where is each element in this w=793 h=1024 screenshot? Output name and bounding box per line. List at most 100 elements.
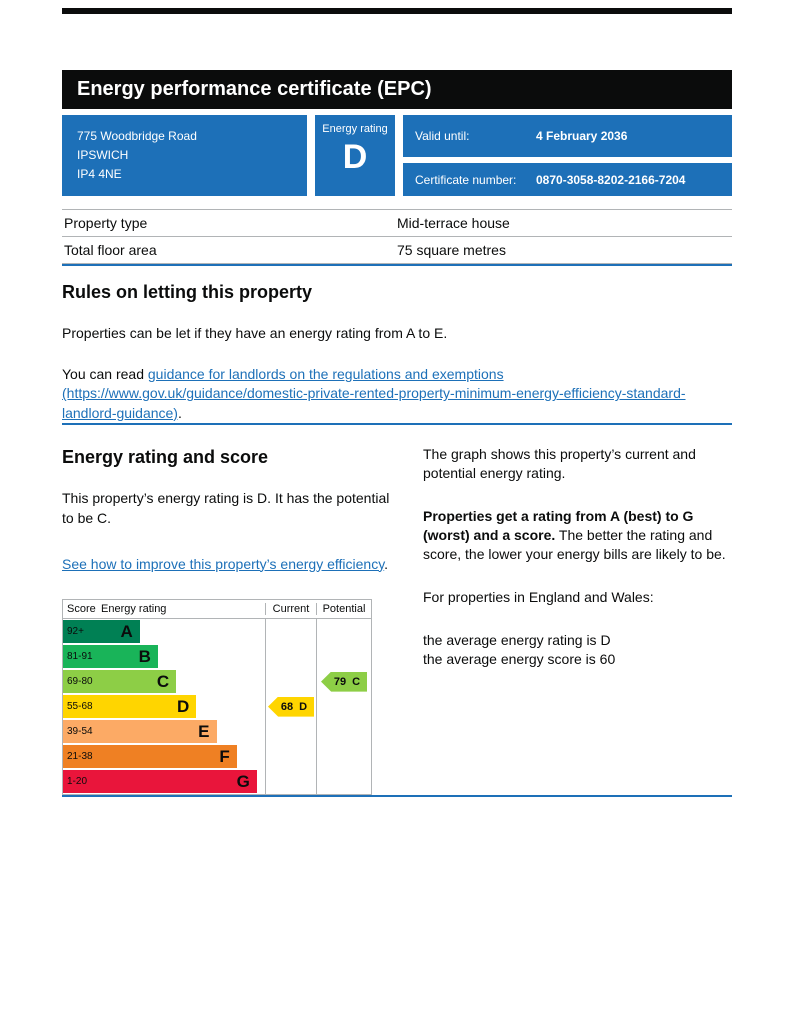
epc-document: Energy performance certificate (EPC) 775… — [62, 0, 732, 1017]
band-bar-E: 39-54 E — [63, 720, 217, 744]
band-score-label: 21-38 — [67, 751, 93, 763]
property-type-value: Mid-terrace house — [397, 215, 510, 231]
valid-until-value: 4 February 2036 — [536, 129, 628, 143]
improve-efficiency-link[interactable]: See how to improve this property’s energ… — [62, 555, 385, 572]
current-column-header: Current — [265, 603, 316, 616]
current-rating-marker: 68 D — [268, 696, 314, 717]
landlord-guidance-link[interactable]: guidance for landlords on the regulation… — [62, 365, 686, 421]
rating-right-column: The graph shows this property’s current … — [423, 445, 731, 795]
epc-band-row: 69-80 C 79 C — [63, 669, 371, 695]
epc-chart-header: Score Energy rating Current Potential — [63, 600, 371, 620]
chart-header-band-columns: Score Energy rating — [63, 603, 265, 615]
current-cell: 68 D — [265, 694, 316, 720]
score-column-header: Score — [67, 603, 96, 616]
potential-rating-marker: 79 C — [321, 671, 367, 692]
address-line: IPSWICH — [77, 148, 129, 163]
average-score-text: the average energy score is 60 — [423, 650, 616, 667]
band-letter: B — [138, 646, 151, 666]
section-divider — [62, 795, 732, 798]
floor-area-value: 75 square metres — [397, 242, 506, 258]
rating-summary-text: This property’s energy rating is D. It h… — [62, 490, 390, 526]
band-letter: G — [236, 771, 250, 791]
energy-rating-value: D — [342, 138, 368, 176]
rating-explanation-text: Properties get a rating from A (best) to… — [423, 507, 731, 564]
band-column: 55-68 D — [63, 694, 265, 719]
current-cell — [265, 669, 316, 695]
improve-link-block: See how to improve this property’s energ… — [62, 555, 402, 575]
certificate-number-value: 0870-3058-8202-2166-7204 — [536, 172, 686, 187]
certificate-info-boxes: Valid until: 4 February 2036 Certificate… — [403, 115, 732, 196]
valid-until-label: Valid until: — [415, 129, 470, 143]
epc-band-row: 21-38 F — [63, 744, 371, 770]
band-letter: A — [120, 621, 133, 641]
band-column: 1-20 G — [63, 769, 265, 794]
floor-area-label: Total floor area — [64, 242, 157, 258]
band-letter: F — [219, 746, 230, 766]
band-letter: D — [177, 696, 190, 716]
potential-cell — [316, 744, 371, 770]
rules-paragraph-1: Properties can be let if they have an en… — [62, 325, 448, 341]
band-letter: E — [198, 721, 210, 741]
property-details-table: Property type Mid-terrace house Total fl… — [62, 209, 732, 264]
current-cell — [265, 644, 316, 670]
valid-until-box: Valid until: 4 February 2036 — [403, 115, 732, 157]
potential-cell — [316, 769, 371, 795]
band-column: 81-91 B — [63, 644, 265, 669]
address-line: IP4 4NE — [77, 167, 122, 182]
epc-band-row: 55-68 D 68 D — [63, 694, 371, 720]
section-divider — [62, 264, 732, 266]
current-rating-marker-letter: D — [299, 700, 308, 713]
potential-cell — [316, 619, 371, 645]
band-bar-D: 55-68 D — [63, 695, 197, 719]
summary-panel: 775 Woodbridge Road IPSWICH IP4 4NE Ener… — [62, 115, 732, 196]
epc-chart: Score Energy rating Current Potential 92… — [62, 599, 372, 796]
energy-rating-box: Energy rating D — [315, 115, 395, 196]
certificate-number-label: Certificate number: — [415, 172, 517, 187]
rating-left-column: Energy rating and score This property’s … — [62, 445, 402, 796]
band-column: 69-80 C — [63, 669, 265, 694]
band-score-label: 81-91 — [67, 651, 93, 663]
epc-band-row: 1-20 G — [63, 769, 371, 795]
potential-column-header: Potential — [316, 603, 371, 616]
property-type-row: Property type Mid-terrace house — [62, 210, 732, 237]
band-bar-G: 1-20 G — [63, 770, 257, 794]
current-cell — [265, 744, 316, 770]
header-bar: Energy performance certificate (EPC) — [62, 70, 732, 109]
section-divider — [62, 423, 732, 426]
band-score-label: 39-54 — [67, 726, 93, 738]
current-cell — [265, 619, 316, 645]
energy-rating-section: Energy rating and score This property’s … — [62, 445, 732, 796]
improve-link-suffix: . — [384, 555, 389, 572]
rules-heading: Rules on letting this property — [62, 282, 313, 302]
page-title: Energy performance certificate (EPC) — [77, 78, 432, 100]
property-type-label: Property type — [64, 215, 148, 231]
band-score-label: 69-80 — [67, 676, 93, 688]
band-bar-A: 92+ A — [63, 620, 140, 644]
rating-explanation-rest: The better the rating and score, the low… — [423, 527, 726, 562]
current-rating-marker-score: 68 — [280, 700, 294, 713]
band-score-label: 1-20 — [67, 776, 88, 788]
potential-cell — [316, 644, 371, 670]
band-bar-C: 69-80 C — [63, 670, 177, 694]
top-divider-bar — [62, 8, 732, 14]
rating-explanation-bold: Properties get a rating from A (best) to… — [423, 508, 694, 544]
band-bar-F: 21-38 F — [63, 745, 237, 769]
address-line: 775 Woodbridge Road — [77, 129, 197, 143]
average-rating-text: the average energy rating is D — [423, 631, 611, 648]
address-box: 775 Woodbridge Road IPSWICH IP4 4NE — [62, 115, 307, 196]
current-cell — [265, 769, 316, 795]
potential-rating-marker-letter: C — [352, 675, 361, 688]
band-column: 39-54 E — [63, 719, 265, 744]
band-bar-B: 81-91 B — [63, 645, 158, 669]
epc-bands: 92+ A 81-91 B 69-80 C 79 C 55-68 D 68 D 39-54 E 21-38 F… — [63, 619, 371, 795]
region-text: For properties in England and Wales: — [423, 588, 654, 605]
band-column: 21-38 F — [63, 744, 265, 769]
band-score-label: 92+ — [67, 626, 84, 638]
epc-band-row: 81-91 B — [63, 644, 371, 670]
potential-cell — [316, 694, 371, 720]
energy-rating-column-header: Energy rating — [101, 603, 167, 616]
band-score-label: 55-68 — [67, 701, 93, 713]
band-column: 92+ A — [63, 619, 265, 644]
current-cell — [265, 719, 316, 745]
potential-cell: 79 C — [316, 669, 371, 695]
